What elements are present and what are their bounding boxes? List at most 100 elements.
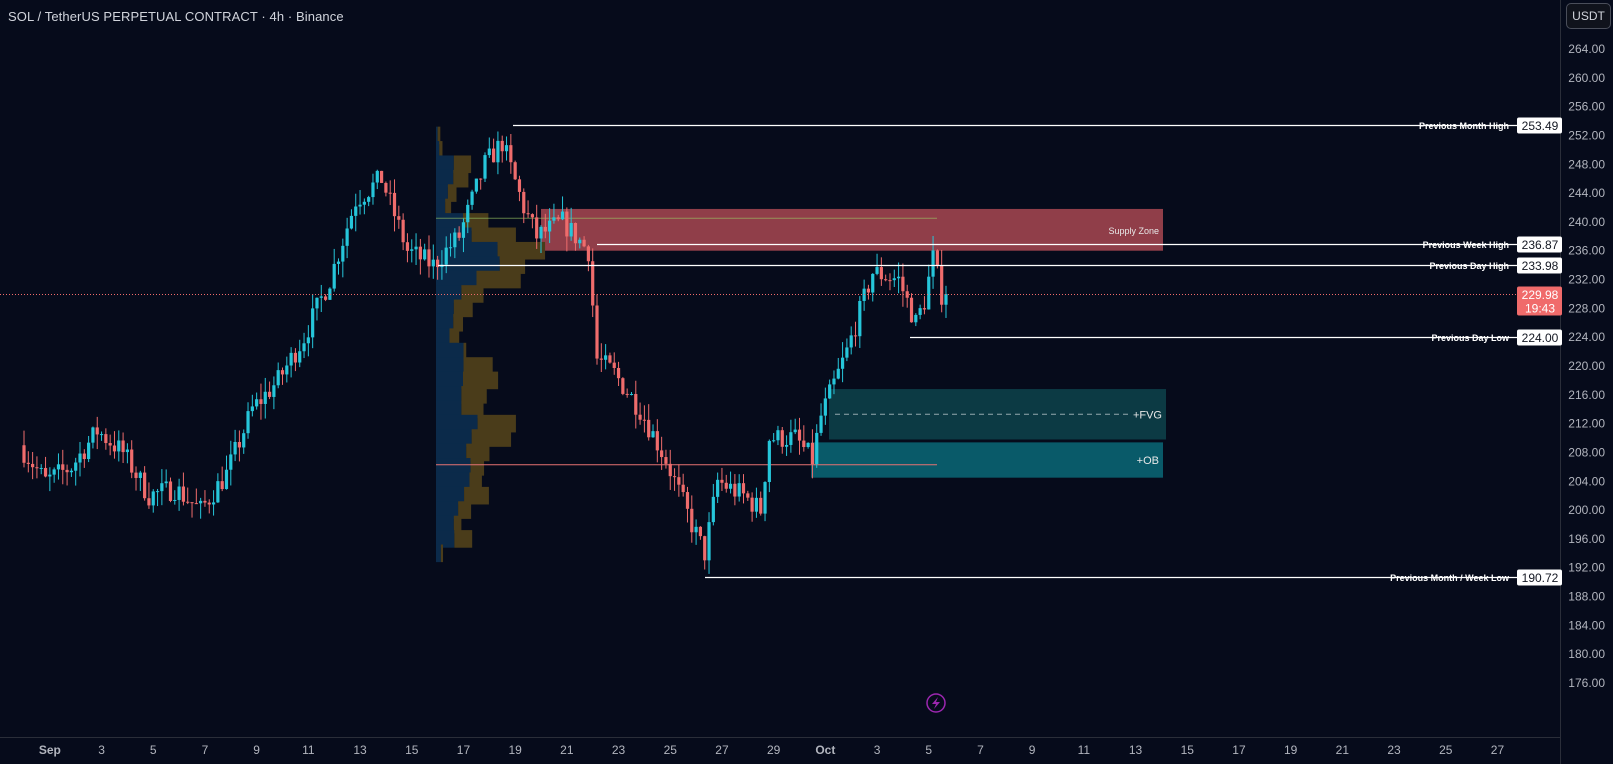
candle-body — [793, 429, 797, 433]
price-tick-label: 228.00 — [1568, 301, 1605, 315]
candle-body — [935, 250, 939, 266]
volume-profile-buy-bar — [436, 313, 454, 332]
time-tick-label: 17 — [1232, 743, 1246, 757]
candle-body — [259, 399, 263, 404]
candle-body — [703, 536, 707, 561]
chart-title: SOL / TetherUS PERPETUAL CONTRACT · 4h ·… — [8, 9, 344, 24]
candle-body — [151, 491, 155, 506]
candle-body — [315, 297, 319, 309]
candle-body — [604, 355, 608, 360]
candle-body — [504, 145, 509, 152]
candle-body — [293, 352, 298, 363]
candle-body — [828, 384, 832, 399]
candle-body — [91, 427, 95, 443]
time-tick-label: 19 — [1284, 743, 1298, 757]
candle-body — [220, 481, 224, 490]
candle-body — [586, 246, 590, 262]
candle-body — [884, 279, 888, 281]
candle-body — [694, 526, 698, 533]
price-tick-label: 216.00 — [1568, 388, 1605, 402]
candle-body — [922, 308, 927, 310]
candle-body — [470, 191, 474, 205]
candle-body — [134, 472, 138, 478]
time-tick-label: 25 — [1439, 743, 1453, 757]
candle-body — [87, 442, 91, 460]
candle-body — [879, 267, 883, 280]
last-price-badge — [1517, 286, 1562, 316]
candle-body — [599, 358, 603, 360]
currency-button[interactable]: USDT — [1566, 3, 1611, 29]
level-price-badge — [1517, 257, 1562, 274]
time-tick-label: 21 — [560, 743, 574, 757]
volume-profile-sell-bar — [437, 126, 441, 145]
candle-body — [759, 497, 763, 514]
candle-body — [711, 496, 715, 523]
lightning-icon-circle — [926, 693, 946, 713]
candle-body — [345, 228, 349, 246]
candle-body — [423, 249, 427, 260]
candle-body — [845, 347, 849, 358]
price-tick-label: 232.00 — [1568, 273, 1605, 287]
candle-body — [255, 399, 259, 407]
candle-body — [69, 470, 73, 473]
time-tick-label: 9 — [1029, 743, 1036, 757]
candle-body — [660, 450, 664, 458]
candle-body — [379, 170, 384, 183]
price-tick-label: 192.00 — [1568, 561, 1605, 575]
candle-body — [427, 249, 431, 267]
candle-body — [918, 308, 922, 315]
volume-profile-sell-bar — [461, 386, 487, 404]
zone-label: +FVG — [1133, 409, 1162, 421]
candle-body — [944, 294, 948, 305]
level-name-label: Previous Week High — [1423, 240, 1509, 250]
volume-profile-buy-bar — [436, 386, 462, 404]
candle-body — [578, 239, 582, 244]
lightning-icon[interactable] — [926, 693, 946, 713]
candle-body — [280, 370, 285, 375]
candle-body — [160, 483, 164, 492]
candle-body — [392, 192, 397, 217]
candle-body — [681, 484, 685, 493]
candle-body — [776, 430, 780, 441]
candle-body — [677, 477, 681, 485]
candle-body — [672, 476, 677, 478]
candle-body — [720, 479, 724, 483]
candle-body — [121, 440, 125, 453]
level-name-label: Previous Month / Week Low — [1390, 573, 1510, 583]
candle-body — [530, 214, 534, 218]
candle-body — [513, 162, 517, 180]
candle-body — [43, 467, 48, 477]
candle-body — [401, 219, 405, 243]
volume-profile-buy-bar — [436, 328, 450, 346]
candle-body — [453, 232, 457, 248]
candle-body — [78, 453, 82, 463]
candle-body — [664, 457, 668, 464]
volume-profile-buy-bar — [436, 357, 464, 375]
candle-body — [543, 226, 547, 232]
candle-body — [651, 431, 655, 438]
candle-body — [754, 497, 759, 512]
candle-body — [108, 443, 112, 446]
candle-body — [173, 499, 177, 501]
candle-body — [875, 267, 879, 274]
candle-body — [22, 445, 26, 463]
candle-body — [35, 467, 39, 469]
volume-profile-sell-bar — [453, 155, 472, 174]
candle-body — [797, 429, 802, 441]
candle-body — [224, 469, 229, 490]
candle-body — [99, 434, 104, 436]
time-tick-label: 11 — [1078, 743, 1091, 757]
time-tick-label: 27 — [1491, 743, 1505, 757]
time-tick-label: 23 — [1387, 743, 1401, 757]
candle-body — [836, 368, 840, 379]
candle-body — [448, 247, 453, 249]
candle-body — [298, 351, 302, 363]
candle-body — [112, 445, 117, 452]
candle-body — [474, 178, 478, 192]
candle-body — [487, 148, 491, 156]
candle-body — [625, 393, 629, 395]
level-price-badge — [1517, 117, 1562, 134]
volume-profile-buy-bar — [436, 486, 465, 505]
price-tick-label: 204.00 — [1568, 474, 1605, 488]
